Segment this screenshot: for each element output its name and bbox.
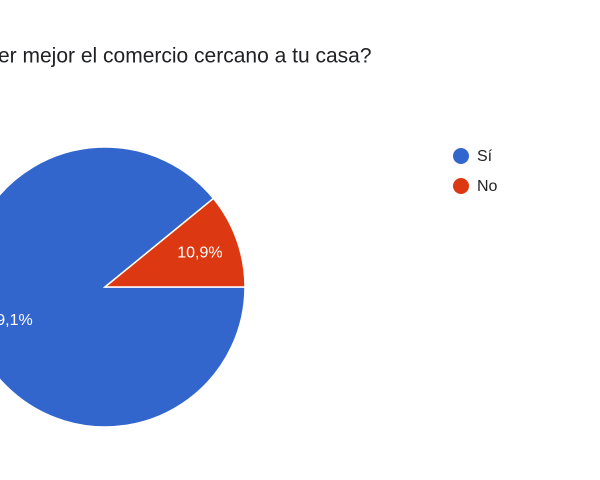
legend: Sí No	[453, 148, 498, 195]
chart-title: er mejor el comercio cercano a tu casa?	[0, 45, 372, 68]
slice-label: 10,9%	[177, 244, 222, 261]
legend-swatch	[453, 178, 469, 194]
legend-swatch	[453, 148, 469, 164]
legend-label: No	[477, 178, 498, 195]
pie	[0, 146, 246, 428]
pie-slice	[102, 197, 246, 288]
legend-label: Sí	[477, 148, 493, 165]
slice-labels: 89,1% 10,9%	[0, 244, 223, 329]
slice-label: 89,1%	[0, 312, 33, 329]
pie-slice	[0, 146, 246, 428]
